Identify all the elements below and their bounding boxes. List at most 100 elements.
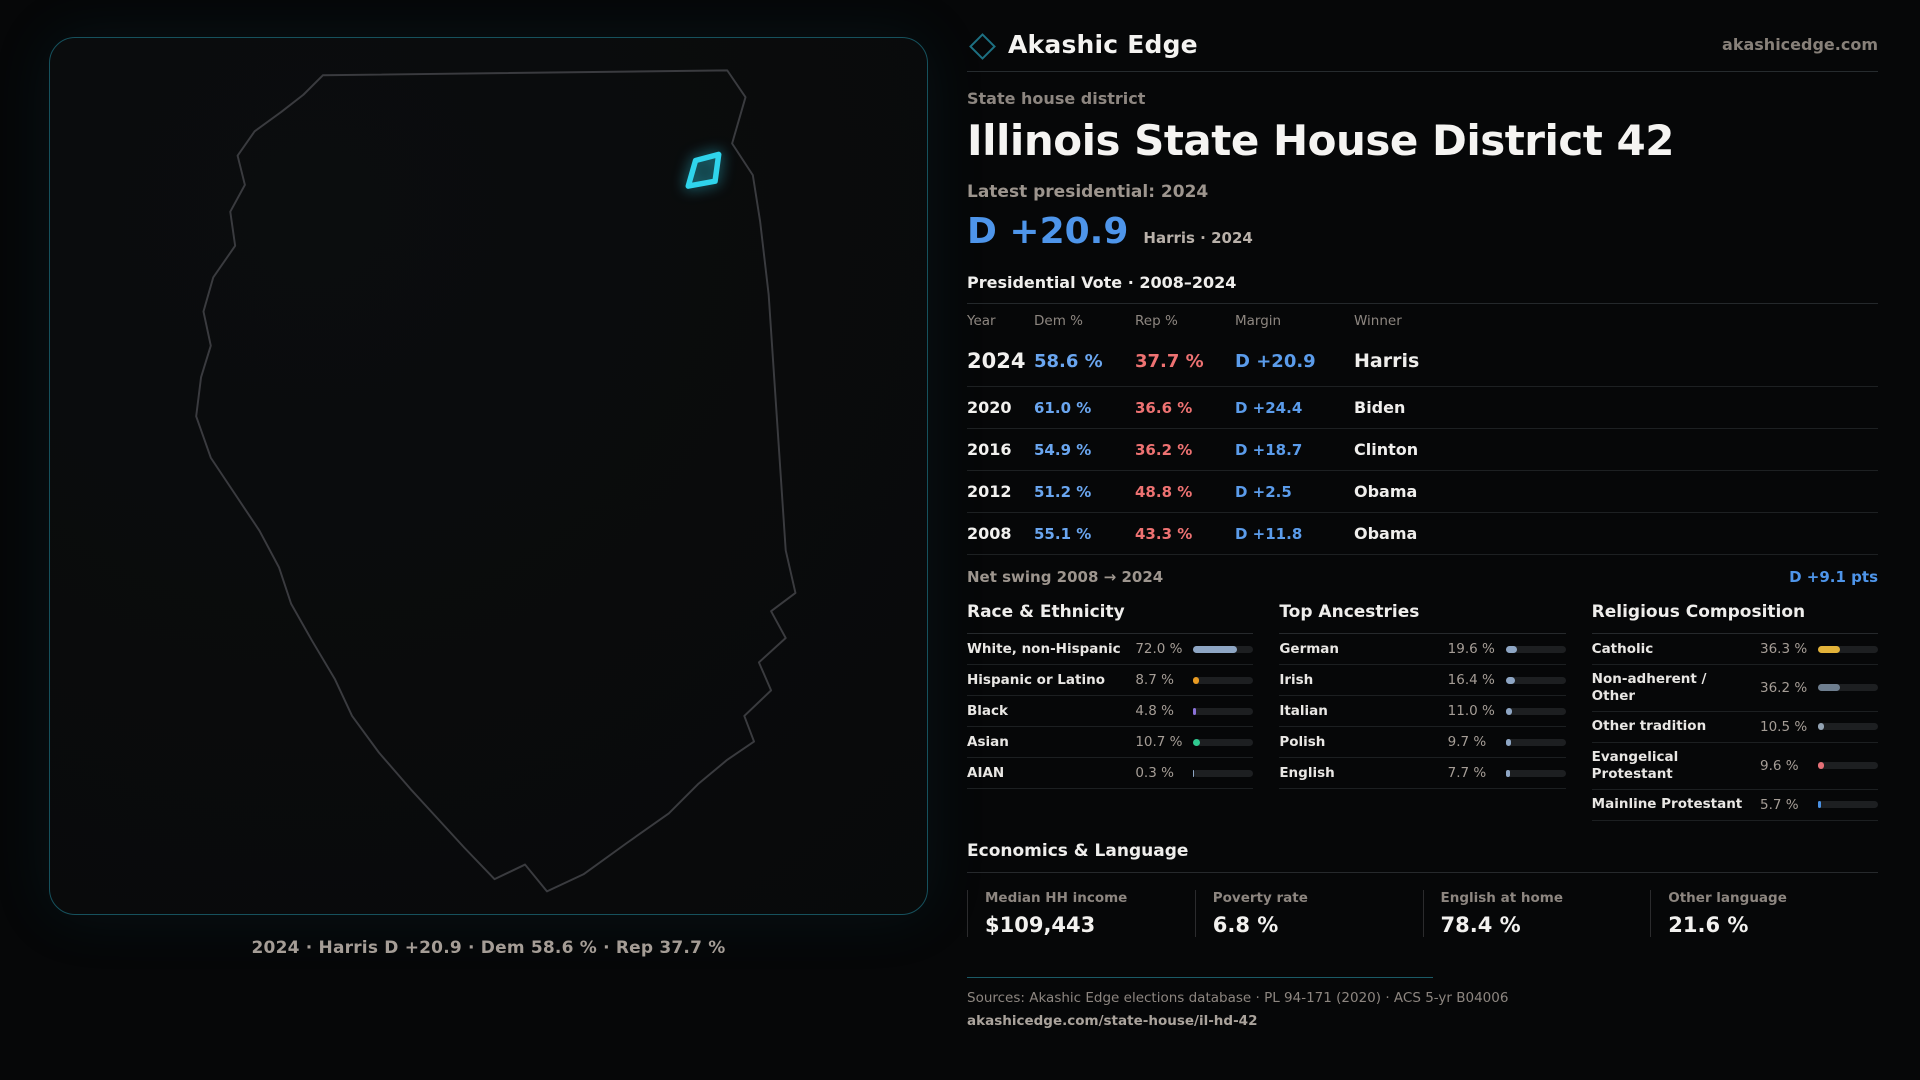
headline-margin: D +20.9 Harris · 2024 [967, 211, 1878, 252]
brand-domain-link[interactable]: akashicedge.com [1722, 35, 1878, 54]
demo-value: 10.7 % [1135, 734, 1183, 750]
demo-row: AIAN 0.3 % [967, 758, 1254, 789]
year-cell: 2012 [967, 482, 1012, 501]
demo-row: Catholic 36.3 % [1591, 634, 1878, 665]
demo-row: White, non-Hispanic 72.0 % [967, 634, 1254, 665]
dem-cell: 58.6 % [1034, 350, 1103, 372]
demo-bar-track [1505, 738, 1566, 746]
demo-bar-fill [1193, 738, 1200, 746]
demo-row: Black 4.8 % [967, 696, 1254, 727]
religion-section: Religious Composition Catholic 36.3 % No… [1591, 602, 1878, 821]
district-42-shape[interactable] [685, 151, 722, 189]
demo-value: 16.4 % [1447, 672, 1495, 688]
demo-bar-track [1505, 645, 1566, 653]
stat-cell: Median HH income $109,443 [967, 889, 1195, 937]
demo-label: Evangelical Protestant [1591, 748, 1679, 782]
winner-cell: Biden [1354, 398, 1406, 417]
year-cell: 2020 [967, 398, 1012, 417]
table-row: 2024 58.6 % 37.7 % D +20.9 Harris [967, 337, 1878, 387]
vote-table-title: Presidential Vote · 2008–2024 [967, 273, 1878, 304]
demo-bar-track [1193, 645, 1254, 653]
detail-panel: Akashic Edge akashicedge.com State house… [967, 30, 1878, 1029]
col-dem: Dem % [1034, 313, 1083, 329]
demo-value: 8.7 % [1135, 672, 1174, 688]
demo-label: German [1279, 640, 1340, 657]
brand-header: Akashic Edge akashicedge.com [967, 30, 1878, 60]
economics-grid: Median HH income $109,443 Poverty rate 6… [967, 889, 1878, 937]
demo-bar-track [1193, 707, 1254, 715]
demo-bar-fill [1505, 769, 1511, 777]
year-cell: 2008 [967, 524, 1012, 543]
demo-value: 11.0 % [1447, 703, 1495, 719]
demo-label: Catholic [1591, 640, 1654, 657]
kicker-label: State house district [967, 89, 1146, 108]
stat-value: 6.8 % [1212, 912, 1279, 937]
demo-label: Italian [1279, 702, 1328, 719]
demo-row: Irish 16.4 % [1279, 665, 1566, 696]
stat-value: 21.6 % [1668, 912, 1749, 937]
demo-value: 19.6 % [1447, 641, 1495, 657]
header-divider [967, 71, 1878, 72]
demographics-grid: Race & Ethnicity White, non-Hispanic 72.… [967, 602, 1878, 821]
col-rep: Rep % [1135, 313, 1178, 329]
margin-cell: D +24.4 [1235, 398, 1303, 417]
stat-label: English at home [1440, 889, 1563, 906]
demo-bar-fill [1505, 738, 1512, 746]
demo-label: Mainline Protestant [1591, 796, 1743, 813]
demo-row: Non-adherent / Other 36.2 % [1591, 665, 1878, 712]
winner-cell: Obama [1354, 524, 1418, 543]
footer-divider [967, 976, 1433, 978]
margin-cell: D +18.7 [1235, 440, 1303, 459]
map-caption: 2024 · Harris D +20.9 · Dem 58.6 % · Rep… [251, 938, 726, 958]
map-panel [49, 37, 928, 915]
rep-cell: 43.3 % [1135, 524, 1193, 543]
year-cell: 2016 [967, 440, 1012, 459]
permalink-url[interactable]: akashicedge.com/state-house/il-hd-42 [967, 1012, 1258, 1029]
sources-text: Sources: Akashic Edge elections database… [967, 989, 1509, 1006]
demo-value: 36.2 % [1760, 679, 1808, 696]
brand-name: Akashic Edge [1008, 30, 1198, 59]
margin-cell: D +20.9 [1235, 350, 1316, 372]
demo-bar-track [1505, 769, 1566, 777]
stat-cell: Other language 21.6 % [1650, 889, 1878, 937]
rep-cell: 36.2 % [1135, 440, 1193, 459]
demo-label: Polish [1279, 733, 1326, 750]
demo-bar-fill [1818, 801, 1822, 808]
stat-cell: Poverty rate 6.8 % [1194, 889, 1423, 937]
demo-label: Black [967, 702, 1009, 719]
year-cell: 2024 [967, 349, 1026, 373]
table-row: 2008 55.1 % 43.3 % D +11.8 Obama [967, 513, 1878, 555]
illinois-outline [195, 69, 797, 893]
demo-row: Mainline Protestant 5.7 % [1591, 790, 1878, 821]
demo-row: German 19.6 % [1279, 634, 1566, 665]
demo-bar-track [1505, 707, 1566, 715]
stat-label: Median HH income [985, 889, 1128, 906]
stat-value: $109,443 [985, 912, 1096, 937]
demo-bar-track [1193, 676, 1254, 684]
section-title: Religious Composition [1591, 602, 1878, 634]
demo-label: Asian [967, 733, 1009, 750]
demo-bar-fill [1818, 723, 1825, 731]
economics-title: Economics & Language [967, 841, 1878, 873]
dem-cell: 55.1 % [1034, 524, 1092, 543]
col-winner: Winner [1354, 313, 1402, 329]
race-ethnicity-section: Race & Ethnicity White, non-Hispanic 72.… [967, 602, 1254, 821]
demo-value: 0.3 % [1135, 765, 1174, 781]
demo-bar-track [1505, 676, 1566, 684]
net-swing-row: Net swing 2008 → 2024 D +9.1 pts [967, 555, 1878, 590]
stat-label: Poverty rate [1212, 889, 1308, 906]
demo-bar-fill [1818, 762, 1824, 770]
demo-value: 7.7 % [1447, 765, 1487, 781]
dem-cell: 51.2 % [1034, 482, 1092, 501]
margin-value: D +20.9 [967, 211, 1129, 252]
rep-cell: 36.6 % [1135, 398, 1193, 417]
demo-bar-fill [1193, 707, 1197, 715]
demo-row: Hispanic or Latino 8.7 % [967, 665, 1254, 696]
demo-label: White, non-Hispanic [967, 640, 1121, 657]
dem-cell: 54.9 % [1034, 440, 1092, 459]
stat-label: Other language [1668, 889, 1787, 906]
latest-presidential-label: Latest presidential: 2024 [967, 182, 1209, 202]
demo-bar-track [1818, 801, 1878, 808]
demo-row: Other tradition 10.5 % [1591, 712, 1878, 743]
demo-row: Italian 11.0 % [1279, 696, 1566, 727]
